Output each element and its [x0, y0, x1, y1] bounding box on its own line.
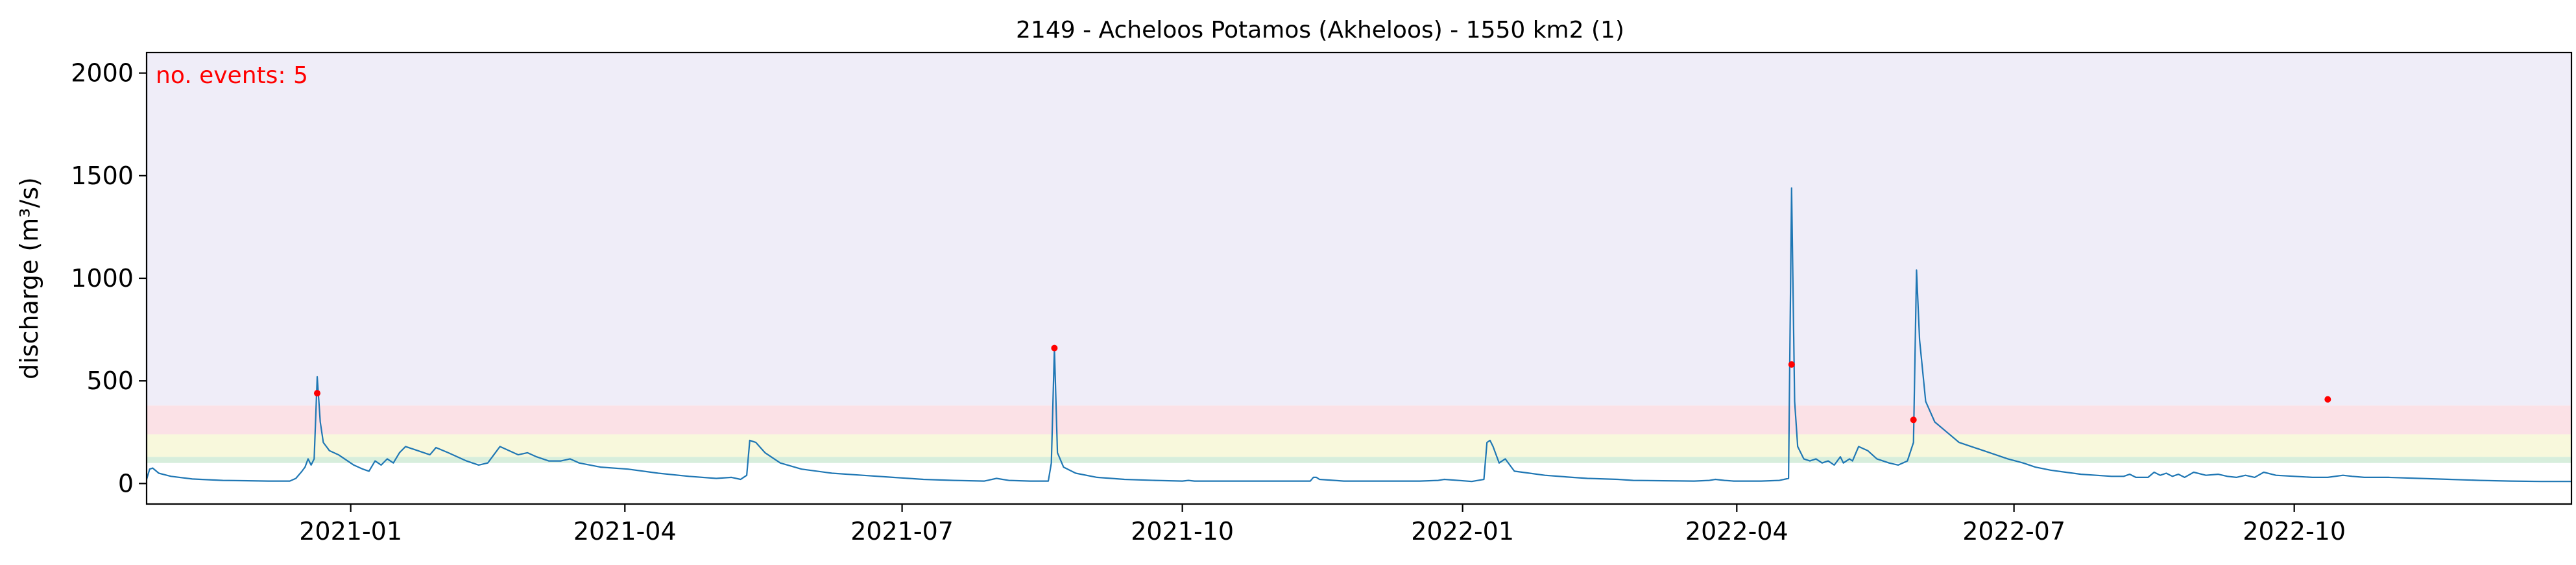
threshold-band — [147, 434, 2571, 457]
y-axis: 0 500 1000 1500 2000 — [71, 59, 147, 498]
event-markers — [313, 344, 2331, 424]
y-tick-label: 1500 — [71, 162, 134, 190]
x-tick-label: 2022-10 — [2243, 517, 2346, 546]
threshold-band — [147, 405, 2571, 435]
y-tick-label: 500 — [86, 367, 134, 395]
y-tick-label: 2000 — [71, 59, 134, 88]
y-axis-label: discharge (m³/s) — [15, 177, 43, 379]
y-tick-label: 0 — [118, 469, 134, 498]
x-tick-label: 2021-01 — [299, 517, 402, 546]
event-count-annotation: no. events: 5 — [156, 62, 308, 89]
threshold-band — [147, 457, 2571, 463]
discharge-line — [145, 187, 2571, 483]
threshold-band — [147, 53, 2571, 406]
y-tick-label: 1000 — [71, 264, 134, 293]
event-marker — [1910, 416, 1917, 424]
x-tick-label: 2022-01 — [1411, 517, 1514, 546]
x-tick-label: 2021-07 — [850, 517, 954, 546]
event-marker — [313, 390, 320, 397]
x-axis: 2021-01 2021-04 2021-07 2021-10 2022-01 2022-… — [299, 504, 2346, 546]
event-marker — [1051, 344, 1058, 352]
plot-frame — [145, 51, 2573, 505]
event-marker — [2324, 396, 2331, 403]
x-tick-label: 2022-04 — [1685, 517, 1788, 546]
event-marker — [1788, 361, 1795, 368]
chart-title: 2149 - Acheloos Potamos (Akheloos) - 155… — [1016, 17, 1624, 43]
threshold-bands — [147, 53, 2571, 463]
x-tick-label: 2022-07 — [1962, 517, 2065, 546]
x-tick-label: 2021-04 — [573, 517, 677, 546]
x-tick-label: 2021-10 — [1131, 517, 1234, 546]
